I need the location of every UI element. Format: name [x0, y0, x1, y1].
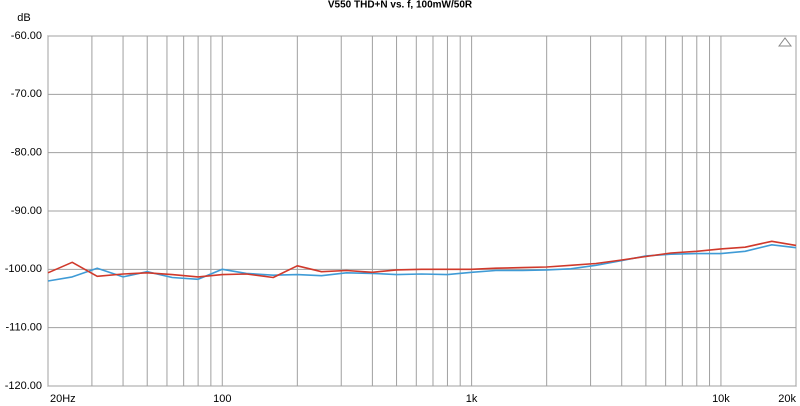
y-tick-label: -70.00 — [11, 88, 42, 100]
x-tick-label: 1k — [466, 393, 478, 405]
x-tick-label: 100 — [213, 393, 231, 405]
x-tick-label: 20Hz — [50, 393, 76, 405]
series-line — [47, 244, 797, 282]
x-tick-label: 10k — [712, 393, 730, 405]
marker-icon — [778, 37, 792, 47]
y-tick-label: -80.00 — [11, 147, 42, 159]
y-tick-label: -60.00 — [11, 30, 42, 42]
y-tick-label: -110.00 — [6, 322, 43, 334]
series-line — [47, 240, 797, 279]
y-tick-label: -120.00 — [5, 380, 42, 392]
chart-title: V550 THD+N vs. f, 100mW/50R — [328, 0, 473, 11]
x-tick-label: 20k — [778, 393, 796, 405]
y-tick-label: -100.00 — [5, 263, 42, 275]
y-tick-label: -90.00 — [11, 205, 42, 217]
y-axis-label: dB — [17, 12, 30, 24]
